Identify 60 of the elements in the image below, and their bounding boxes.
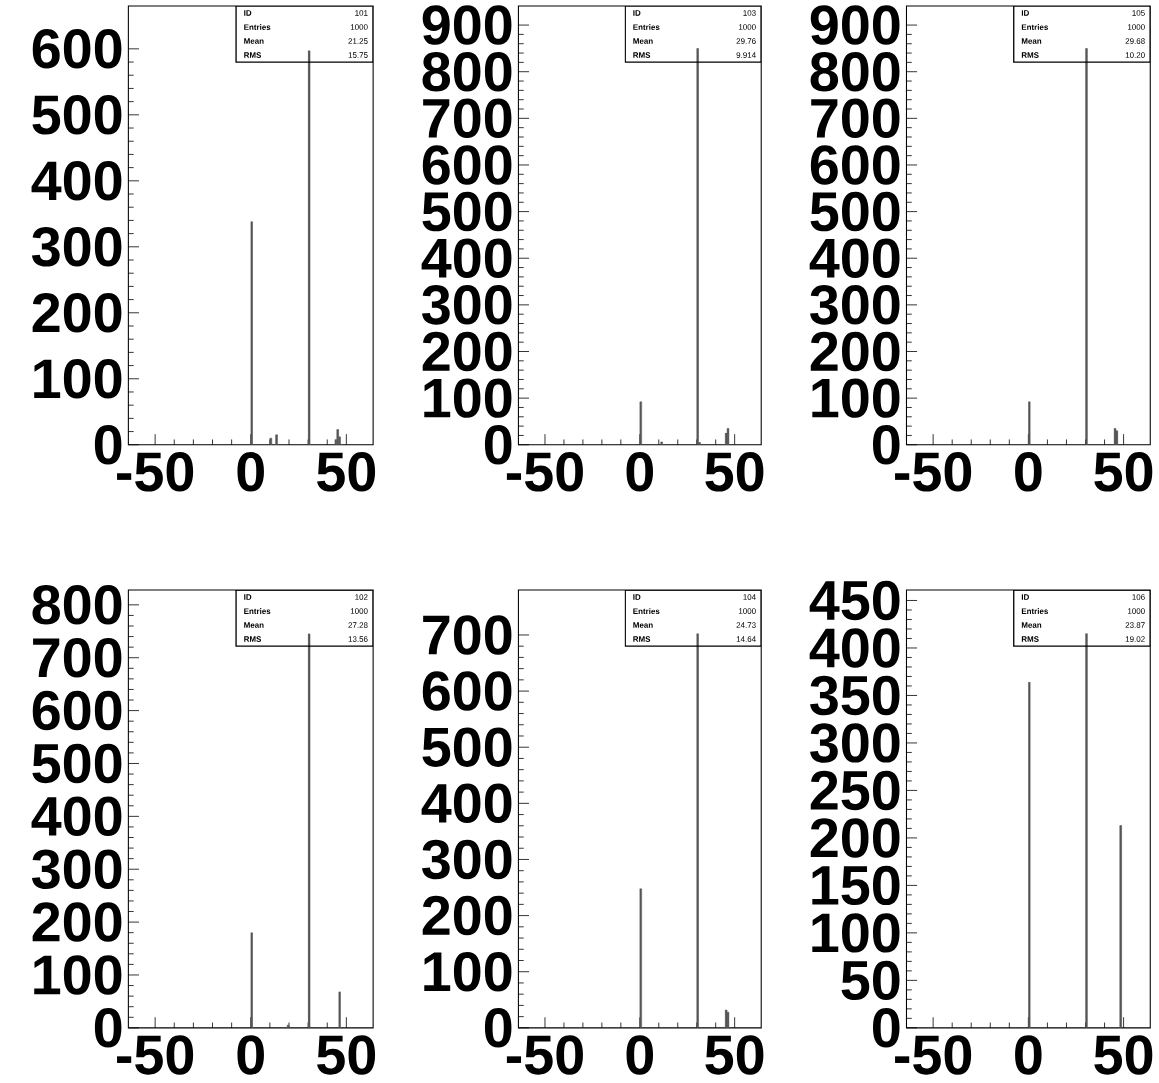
y-tick-label: 200 xyxy=(32,293,122,333)
y-tick-label: 350 xyxy=(810,675,900,716)
y-tick-label: 800 xyxy=(32,585,122,625)
y-tick-label: 500 xyxy=(32,743,122,784)
y-tick-label: 700 xyxy=(811,98,900,139)
y-tick-label: 900 xyxy=(810,5,900,45)
y-tick-label: 200 xyxy=(810,818,900,858)
y-tick-label: 50 xyxy=(841,960,900,1001)
y-tick-label: 500 xyxy=(32,95,122,135)
y-tick-label: 450 xyxy=(809,580,900,621)
x-tick-label: 50 xyxy=(317,452,376,492)
y-tick-label: 600 xyxy=(32,691,122,731)
y-tick-label: 100 xyxy=(34,955,122,995)
x-tick-label: 0 xyxy=(237,1035,264,1075)
x-tick-label: 50 xyxy=(1094,452,1153,492)
y-tick-label: 250 xyxy=(810,770,900,811)
y-tick-label: 500 xyxy=(422,192,512,232)
y-tick-label: 700 xyxy=(423,98,512,139)
y-tick-label: 400 xyxy=(809,628,900,668)
y-tick-label: 100 xyxy=(812,378,900,419)
y-tick-label: 800 xyxy=(810,52,900,92)
y-tick-label: 500 xyxy=(810,192,900,232)
y-tick-label: 400 xyxy=(809,238,900,279)
x-tick-label: 50 xyxy=(1094,1035,1153,1075)
y-tick-label: 300 xyxy=(810,285,900,325)
y-tick-label: 100 xyxy=(424,378,512,419)
y-tick-label: 400 xyxy=(31,161,122,201)
y-tick-label: 300 xyxy=(422,839,512,880)
x-tick-label: 0 xyxy=(1015,1035,1042,1075)
x-tick-label: 0 xyxy=(626,1035,654,1075)
y-tick-label: 400 xyxy=(421,238,512,279)
y-tick-label: 300 xyxy=(810,723,900,763)
y-tick-label: 200 xyxy=(422,331,512,372)
y-tick-label: 800 xyxy=(422,52,512,92)
y-tick-label: 200 xyxy=(422,896,512,936)
y-tick-label: 300 xyxy=(422,285,512,325)
y-tick-label: 600 xyxy=(422,145,512,185)
y-tick-label: 900 xyxy=(422,5,512,45)
x-tick-label: 0 xyxy=(626,452,654,492)
y-tick-label: 700 xyxy=(33,638,122,678)
x-tick-label: 50 xyxy=(705,452,764,492)
y-tick-label: 150 xyxy=(812,865,900,906)
y-tick-label: 300 xyxy=(31,849,122,890)
y-tick-label: 600 xyxy=(32,29,122,69)
x-tick-label: 0 xyxy=(237,452,264,492)
y-tick-label: 600 xyxy=(422,671,512,712)
y-tick-label: 200 xyxy=(32,902,122,943)
y-tick-label: 400 xyxy=(31,796,122,837)
y-tick-label: 300 xyxy=(31,227,122,267)
x-tick-label: 50 xyxy=(705,1035,764,1075)
y-tick-label: 700 xyxy=(423,615,512,655)
y-tick-label: 100 xyxy=(812,913,900,953)
x-tick-label: 50 xyxy=(317,1035,376,1075)
y-tick-label: 600 xyxy=(810,145,900,185)
y-tick-label: 500 xyxy=(422,727,512,768)
y-tick-label: 100 xyxy=(34,359,122,399)
y-tick-label: 100 xyxy=(424,952,512,992)
y-tick-label: 400 xyxy=(421,783,512,824)
x-tick-label: 0 xyxy=(1015,452,1042,492)
y-tick-label: 200 xyxy=(810,331,900,372)
